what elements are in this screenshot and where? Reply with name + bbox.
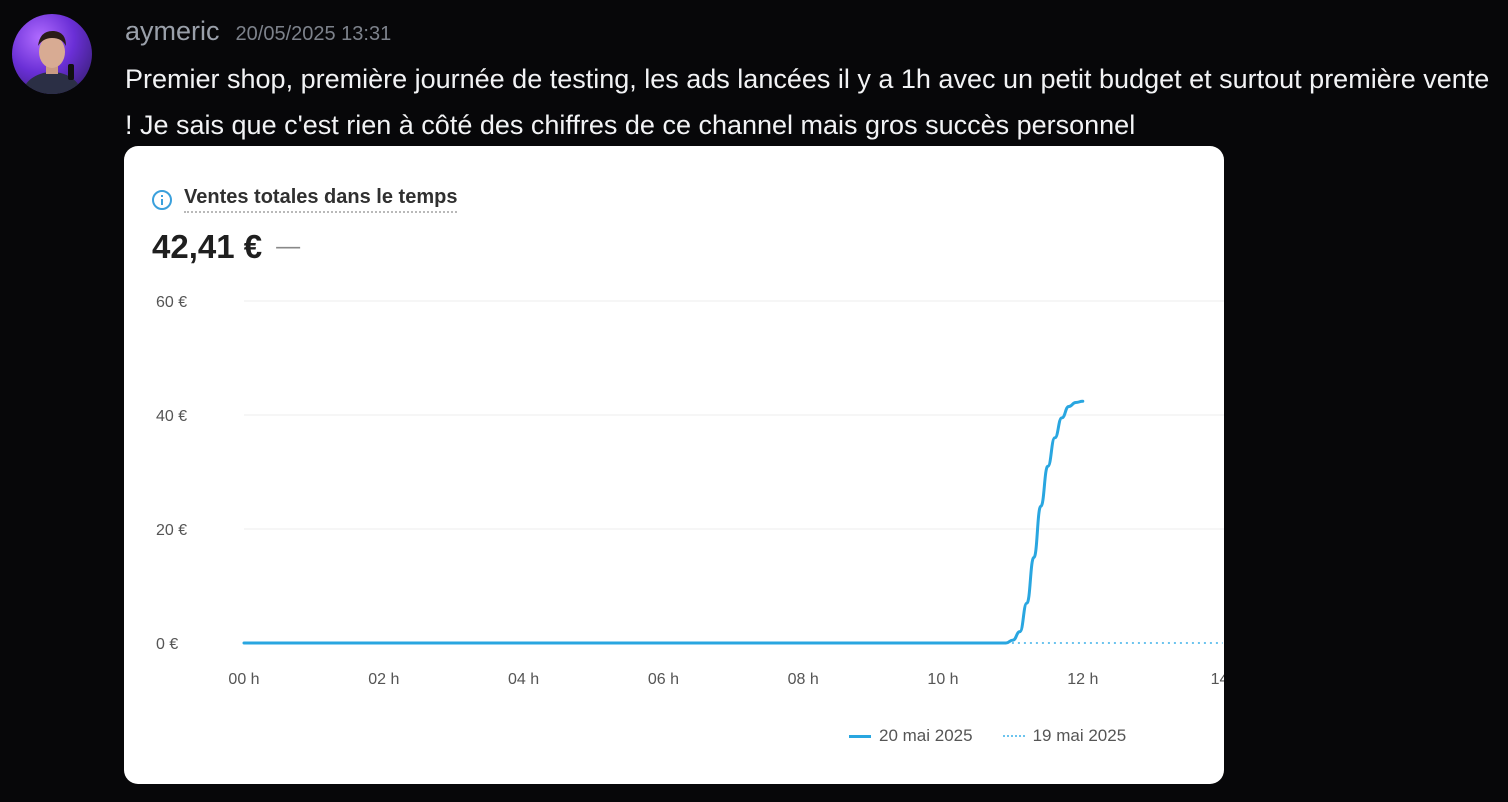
legend-label-previous: 19 mai 2025 bbox=[1032, 726, 1127, 745]
total-change-indicator: — bbox=[276, 233, 301, 260]
total-row: 42,41 € — bbox=[152, 228, 300, 266]
legend-item-current[interactable]: 20 mai 2025 bbox=[849, 726, 973, 746]
y-tick-label: 20 € bbox=[156, 522, 187, 539]
card-title-row: Ventes totales dans le temps bbox=[152, 186, 458, 213]
message-timestamp: 20/05/2025 13:31 bbox=[235, 23, 392, 45]
total-sales-value: 42,41 € bbox=[152, 228, 263, 265]
card-title[interactable]: Ventes totales dans le temps bbox=[184, 186, 458, 213]
avatar-portrait-icon bbox=[22, 30, 82, 94]
message-text: Premier shop, première journée de testin… bbox=[125, 64, 1490, 140]
legend-item-previous[interactable]: 19 mai 2025 bbox=[1002, 726, 1127, 746]
legend-label-current: 20 mai 2025 bbox=[879, 726, 973, 745]
x-tick-label: 08 h bbox=[788, 671, 819, 688]
x-tick-label: 04 h bbox=[508, 671, 539, 688]
x-tick-label: 14 bbox=[1211, 671, 1224, 688]
x-tick-label: 02 h bbox=[368, 671, 399, 688]
series-line-current[interactable] bbox=[242, 399, 1085, 645]
y-tick-label: 0 € bbox=[156, 636, 178, 653]
attachment-image-card[interactable]: Ventes totales dans le temps 42,41 € — 0… bbox=[124, 146, 1224, 784]
x-tick-label: 00 h bbox=[228, 671, 259, 688]
avatar[interactable] bbox=[12, 14, 92, 94]
username[interactable]: aymeric bbox=[125, 16, 220, 46]
x-tick-label: 06 h bbox=[648, 671, 679, 688]
y-tick-label: 60 € bbox=[156, 294, 187, 311]
legend-dotted-line-icon bbox=[1002, 735, 1025, 737]
y-tick-label: 40 € bbox=[156, 408, 187, 425]
message-header: aymeric 20/05/2025 13:31 bbox=[125, 16, 391, 52]
chart-legend: 20 mai 2025 19 mai 2025 bbox=[849, 726, 1126, 746]
x-tick-label: 12 h bbox=[1067, 671, 1098, 688]
info-icon[interactable] bbox=[152, 189, 172, 210]
x-tick-label: 10 h bbox=[927, 671, 958, 688]
legend-solid-line-icon bbox=[849, 734, 871, 738]
sales-line-chart: 0 € 20 € 40 € 60 € 00 h 02 h 04 h 06 h 08 h 10 h 1… bbox=[156, 294, 1224, 688]
